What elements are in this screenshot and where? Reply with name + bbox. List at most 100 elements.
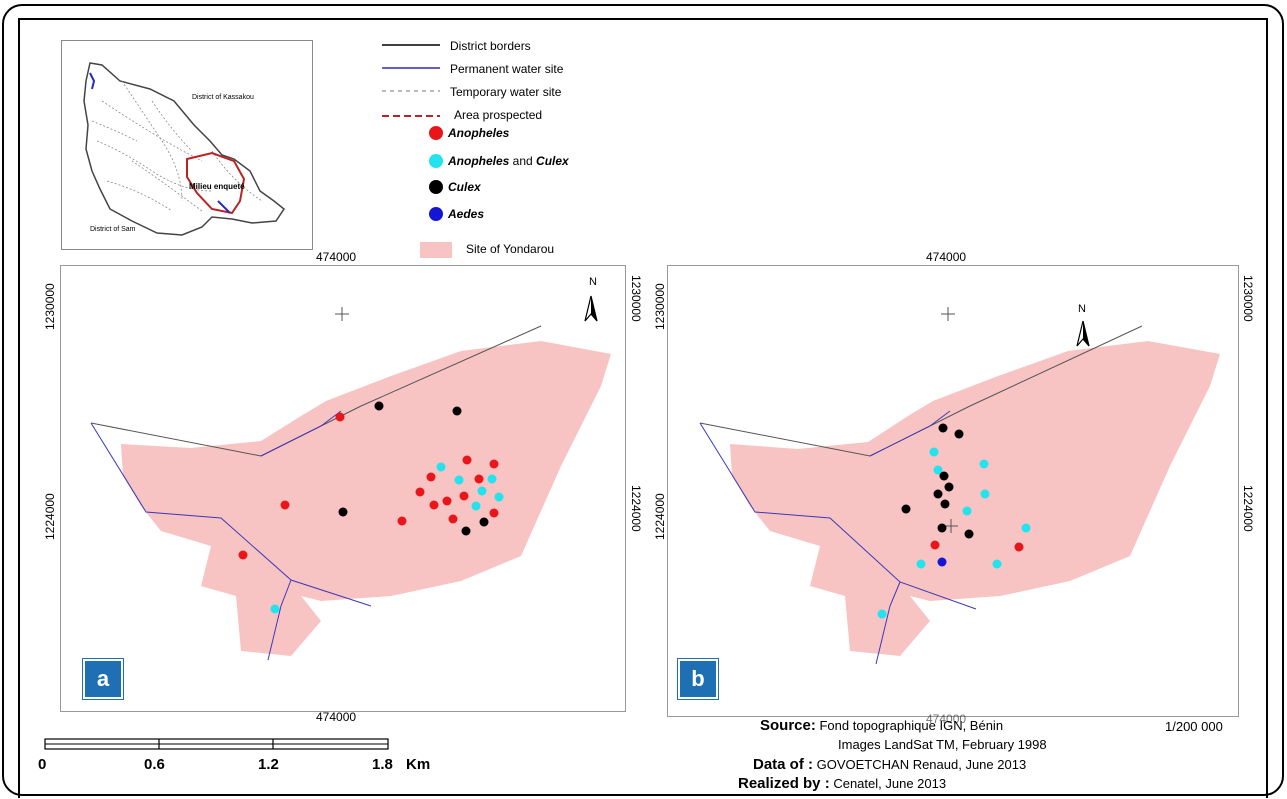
temporary-streams — [91, 80, 263, 212]
north-label-b: N — [1078, 303, 1086, 315]
coord-bottom-b: 474000 — [926, 712, 967, 726]
realized-value: Cenatel, June 2013 — [833, 776, 947, 791]
point-a-anopheles_culex-13 — [477, 486, 487, 496]
cross-b-1 — [941, 307, 955, 321]
north-arrow-a — [584, 295, 598, 322]
map-panel-a: N a — [60, 265, 626, 712]
coord-right-top-b: 1230000 — [1241, 275, 1255, 322]
legend-culex-label: Culex — [448, 180, 481, 194]
point-b-culex-11 — [901, 504, 911, 514]
point-a-anopheles-19 — [397, 516, 407, 526]
point-a-anopheles-0 — [335, 412, 345, 422]
legend-site-swatch — [420, 242, 452, 258]
inset-map-svg: District of Kassakou District of Sam Mil… — [83, 62, 286, 236]
label-milieu: Milieu enqueté — [189, 182, 245, 191]
water-a-2 — [267, 579, 292, 661]
legend-area-label: Area prospected — [454, 108, 543, 122]
legend-anopheles-dot — [429, 126, 443, 140]
point-a-anopheles-8 — [474, 474, 484, 484]
water-b-2 — [875, 581, 901, 665]
legend-temporary-label: Temporary water site — [450, 85, 562, 99]
point-a-culex-1 — [374, 401, 384, 411]
point-b-culex-5 — [939, 471, 949, 481]
point-b-culex-7 — [933, 489, 943, 499]
point-b-culex-6 — [944, 482, 954, 492]
point-b-anopheles-16 — [1014, 542, 1024, 552]
point-a-anopheles_culex-14 — [494, 492, 504, 502]
point-a-anopheles_culex-7 — [454, 475, 464, 485]
badge-a: a — [83, 659, 123, 699]
point-a-culex-18 — [338, 507, 348, 517]
point-a-anopheles-20 — [448, 514, 458, 524]
coord-right-mid-b: 1224000 — [1241, 485, 1255, 532]
legend-aedes-label: Aedes — [448, 207, 485, 221]
coord-right-top-a: 1230000 — [629, 275, 643, 322]
water-a-3 — [260, 410, 342, 457]
water-a-1 — [90, 422, 372, 607]
district-outline — [83, 62, 286, 236]
coord-left-top-a: 1230000 — [43, 283, 57, 330]
coord-left-mid-a: 1224000 — [43, 493, 57, 540]
scale-ratio: 1/200 000 — [1165, 719, 1223, 734]
coord-top-b: 474000 — [926, 250, 967, 264]
point-b-culex-13 — [964, 529, 974, 539]
scale-tick-2: 1.2 — [258, 756, 279, 773]
north-label-a: N — [589, 276, 597, 288]
legend-district-label: District borders — [450, 39, 531, 53]
credits-data: Data of : GOVOETCHAN Renaud, June 2013 — [753, 756, 1026, 773]
point-a-culex-2 — [452, 406, 462, 416]
scale-tick-3: 1.8 — [372, 756, 393, 773]
point-b-anopheles_culex-3 — [933, 465, 943, 475]
site-yondarou-a — [121, 341, 611, 656]
point-b-culex-12 — [937, 523, 947, 533]
site-yondarou-b — [730, 341, 1220, 656]
area-prospected-outline — [186, 151, 246, 215]
point-a-culex-21 — [461, 526, 471, 536]
point-b-culex-0 — [938, 423, 948, 433]
realized-label: Realized by : — [738, 775, 830, 792]
data-label: Data of : — [753, 756, 813, 773]
map-panel-b: N b — [667, 265, 1239, 717]
point-b-anopheles-15 — [930, 540, 940, 550]
legend-aedes-dot — [429, 207, 443, 221]
point-a-anopheles-23 — [489, 508, 499, 518]
cross-b-2 — [944, 519, 958, 533]
credits-source: Source: Fond topographique IGN, Bénin — [760, 717, 1003, 734]
outer-frame — [2, 4, 1284, 796]
coord-left-top-b: 1230000 — [653, 283, 667, 330]
panel-a-svg — [90, 295, 611, 661]
point-a-anopheles_culex-25 — [270, 604, 280, 614]
inner-frame — [18, 18, 1268, 798]
legend-culex-dot — [429, 180, 443, 194]
coord-right-mid-a: 1224000 — [629, 485, 643, 532]
point-a-anopheles-24 — [238, 550, 248, 560]
label-sam: District of Sam — [90, 226, 136, 233]
legend-symbols — [382, 44, 452, 258]
legend-anopheles-culex-a: Anopheles — [448, 154, 510, 168]
water-b-1 — [699, 422, 977, 610]
point-b-anopheles_culex-20 — [877, 609, 887, 619]
points-a — [238, 401, 504, 614]
point-a-anopheles_culex-9 — [487, 474, 497, 484]
point-b-culex-1 — [954, 429, 964, 439]
credits-realized: Realized by : Cenatel, June 2013 — [738, 775, 946, 792]
legend-anopheles-culex-and: and — [509, 154, 537, 168]
point-a-anopheles_culex-3 — [436, 462, 446, 472]
label-kassakou: District of Kassakou — [192, 94, 254, 101]
panel-b-svg — [699, 307, 1220, 665]
map-legend: District borders Permanent water site Te… — [380, 36, 660, 266]
point-a-culex-22 — [479, 517, 489, 527]
point-a-anopheles-10 — [415, 487, 425, 497]
coord-bottom-a: 474000 — [316, 710, 357, 724]
inset-locator-map: District of Kassakou District of Sam Mil… — [61, 40, 313, 250]
scale-bar — [44, 738, 389, 750]
point-b-anopheles_culex-2 — [929, 447, 939, 457]
legend-site-label: Site of Yondarou — [466, 242, 555, 256]
credits-images: Images LandSat TM, February 1998 — [838, 737, 1047, 752]
cross-a — [335, 307, 349, 321]
point-a-anopheles-4 — [462, 455, 472, 465]
source-label: Source: — [760, 717, 816, 734]
coord-left-mid-b: 1224000 — [653, 493, 667, 540]
points-b — [877, 423, 1031, 619]
legend-anopheles-culex-dot — [429, 154, 443, 168]
